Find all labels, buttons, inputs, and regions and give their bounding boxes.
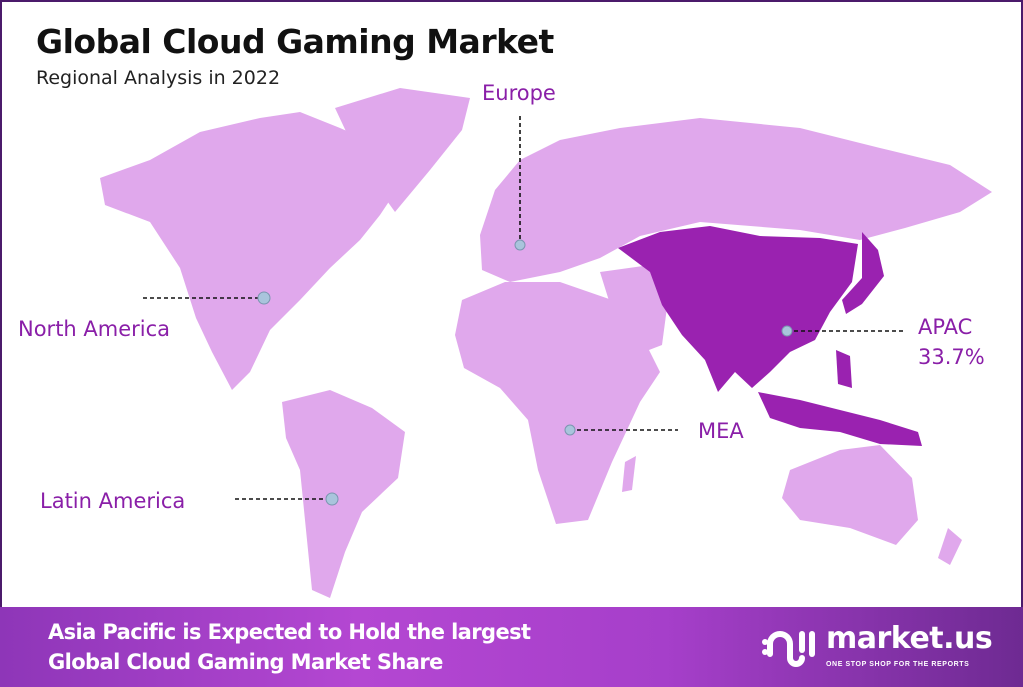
label-north-america: North America: [18, 317, 171, 341]
region-australia: [782, 445, 918, 545]
logo-tagline: ONE STOP SHOP FOR THE REPORTS: [826, 661, 970, 668]
region-africa: [455, 282, 660, 524]
banner-line-1: Asia Pacific is Expected to Hold the lar…: [48, 620, 531, 644]
region-madagascar: [622, 456, 636, 492]
region-new-zealand: [938, 528, 962, 565]
marker-north-america: [257, 291, 271, 305]
region-japan: [842, 232, 884, 314]
label-apac-share: 33.7%: [918, 345, 985, 369]
marker-latin-america: [325, 492, 339, 506]
region-greenland: [335, 88, 470, 212]
footer-banner: Asia Pacific is Expected to Hold the lar…: [0, 607, 1023, 687]
region-apac: [618, 226, 858, 392]
page-title: Global Cloud Gaming Market: [36, 22, 554, 61]
label-latin-america: Latin America: [40, 489, 186, 513]
marker-europe: [514, 239, 526, 251]
banner-line-2: Global Cloud Gaming Market Share: [48, 650, 443, 674]
region-philippines: [836, 350, 852, 388]
marker-apac: [781, 325, 793, 337]
logo-name: market.us: [826, 621, 993, 656]
logo-mark-icon: [762, 630, 815, 667]
region-latin-america: [282, 390, 405, 598]
region-north-america: [100, 112, 400, 390]
label-europe: Europe: [482, 81, 556, 105]
label-apac: APAC: [918, 315, 973, 339]
region-europe-russia: [480, 118, 992, 282]
region-middle-east: [600, 265, 668, 355]
page-subtitle: Regional Analysis in 2022: [36, 67, 281, 89]
banner-headline: Asia Pacific is Expected to Hold the lar…: [48, 617, 531, 677]
region-southeast-asia-islands: [758, 392, 922, 446]
marker-mea: [564, 424, 576, 436]
market-us-logo: market.us ONE STOP SHOP FOR THE REPORTS: [762, 621, 993, 670]
label-mea: MEA: [698, 419, 744, 443]
